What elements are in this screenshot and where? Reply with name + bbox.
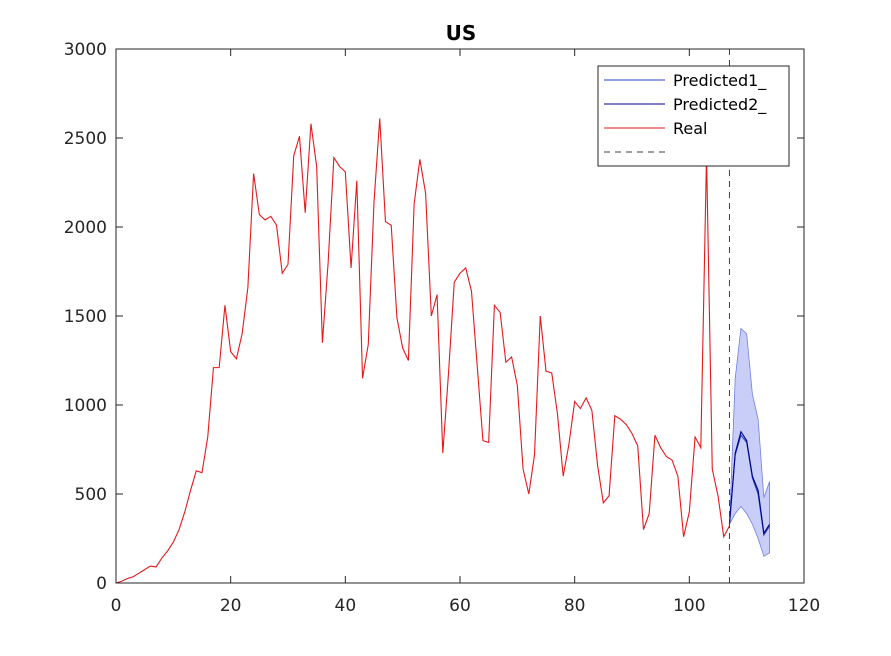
x-tick-label: 80 — [564, 596, 586, 616]
legend-label-real: Real — [673, 119, 708, 138]
y-axis: 0 500 1000 1500 2000 2500 3000 — [64, 40, 804, 594]
y-tick-label: 500 — [75, 485, 107, 505]
x-tick-label: 60 — [449, 596, 471, 616]
x-tick-label: 0 — [111, 596, 122, 616]
prediction-band — [729, 327, 770, 557]
y-tick-label: 1000 — [64, 396, 107, 416]
x-tick-label: 20 — [220, 596, 242, 616]
y-tick-label: 2500 — [64, 129, 107, 149]
chart-title: US — [446, 21, 477, 45]
legend-label-predicted2: Predicted2_ — [673, 95, 767, 115]
x-tick-label: 40 — [335, 596, 357, 616]
legend: Predicted1_ Predicted2_ Real — [597, 65, 790, 167]
y-tick-label: 1500 — [64, 307, 107, 327]
x-tick-label: 120 — [788, 596, 820, 616]
legend-label-predicted1: Predicted1_ — [673, 71, 767, 91]
x-tick-label: 100 — [673, 596, 705, 616]
y-tick-label: 2000 — [64, 218, 107, 238]
x-axis: 0 20 40 60 80 100 120 — [111, 49, 820, 616]
y-tick-label: 0 — [96, 574, 107, 594]
real-line — [115, 118, 730, 584]
predicted2-line — [728, 430, 771, 535]
y-tick-label: 3000 — [64, 40, 107, 60]
legend-box — [597, 65, 790, 167]
